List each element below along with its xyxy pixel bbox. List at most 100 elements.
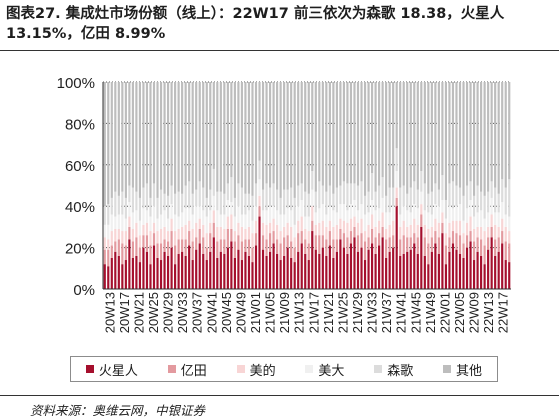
bar-segment — [226, 247, 229, 289]
bar-segment — [145, 222, 149, 236]
bar-segment — [230, 214, 233, 229]
bar-segment — [339, 185, 342, 205]
bar-segment — [163, 210, 166, 227]
bar-segment — [508, 216, 511, 232]
bar-segment — [286, 208, 289, 223]
bar-segment-other — [307, 82, 310, 194]
bar-segment — [138, 247, 142, 263]
bar-segment — [103, 237, 106, 250]
bar-segment — [286, 247, 289, 289]
bar-segment — [370, 228, 374, 244]
bar-segment — [135, 191, 138, 211]
bar-segment — [321, 247, 324, 289]
bar-segment — [360, 204, 363, 219]
bar-segment — [272, 218, 275, 232]
bar-segment — [149, 216, 152, 232]
bar-segment — [258, 160, 261, 180]
bar-segment — [353, 237, 356, 289]
legend-label: 亿田 — [180, 363, 207, 379]
bar-segment — [504, 187, 507, 215]
bar-segment — [314, 235, 317, 250]
bar-segment — [219, 214, 222, 227]
x-tick-label: 21W37 — [379, 292, 394, 333]
bar-segment — [240, 214, 244, 227]
x-tick-label: 22W01 — [437, 292, 452, 333]
bar-segment — [311, 189, 314, 207]
bar-segment — [367, 191, 370, 213]
bar-segment — [469, 199, 472, 217]
bar-segment — [469, 181, 472, 200]
bar-segment — [205, 247, 208, 261]
bar-segment-other — [114, 82, 117, 192]
x-tick-label: 21W13 — [292, 292, 307, 333]
bar-segment — [318, 235, 321, 254]
x-tick-label: 22W17 — [496, 292, 511, 333]
bar-segment — [198, 206, 201, 219]
bar-segment — [156, 243, 159, 258]
bar-segment — [244, 228, 247, 240]
bar-segment — [124, 260, 127, 289]
bar-segment — [448, 183, 451, 207]
bar-segment — [318, 208, 321, 223]
bar-segment — [254, 206, 258, 221]
bar-segment — [472, 195, 476, 217]
bar-segment — [462, 257, 465, 289]
bar-segment — [216, 226, 219, 242]
bar-segment — [226, 228, 229, 248]
bar-segment — [423, 183, 426, 211]
bar-segment — [339, 239, 342, 289]
bar-segment — [138, 220, 142, 236]
bar-segment — [469, 216, 472, 232]
x-tick-label: 22W13 — [481, 292, 496, 333]
bar-segment — [110, 257, 113, 289]
bar-segment — [237, 235, 240, 250]
bar-segment — [293, 247, 296, 263]
bar-segment — [265, 255, 268, 289]
bar-segment-other — [279, 82, 282, 198]
bar-segment — [321, 235, 324, 248]
bar-segment — [258, 206, 261, 217]
bar-segment — [370, 173, 374, 200]
bar-segment — [318, 253, 321, 289]
bar-segment — [247, 193, 251, 211]
bar-segment — [131, 228, 134, 242]
bar-segment-other — [128, 82, 131, 186]
bar-segment — [268, 187, 272, 207]
bar-segment — [184, 185, 187, 209]
bar-segment-other — [152, 82, 156, 184]
legend-swatch — [85, 365, 94, 373]
bar-segment — [290, 241, 293, 258]
bar-segment — [325, 255, 328, 289]
bar-segment — [195, 249, 198, 289]
bar-segment-other — [258, 82, 261, 161]
bar-segment — [184, 224, 187, 240]
bar-segment — [268, 222, 272, 234]
bar-segment — [480, 226, 483, 240]
bar-segment — [230, 241, 233, 289]
bar-segment — [483, 195, 486, 219]
bar-segment-other — [121, 82, 124, 192]
bar-segment — [444, 245, 448, 265]
bar-segment — [107, 239, 110, 250]
bar-segment — [307, 260, 310, 289]
bar-segment — [462, 233, 465, 244]
bar-segment-other — [198, 82, 201, 182]
bar-segment — [205, 197, 208, 217]
bar-segment — [416, 237, 419, 254]
bar-segment-other — [508, 82, 511, 180]
bar-segment — [117, 228, 120, 240]
bar-segment — [441, 175, 444, 200]
bar-segment-other — [159, 82, 163, 190]
bar-segment — [469, 241, 472, 289]
bar-segment — [455, 206, 458, 221]
bar-segment — [402, 206, 405, 221]
bar-segment — [124, 197, 127, 219]
bar-segment-other — [395, 82, 398, 149]
bar-segment — [314, 212, 317, 225]
bar-segment — [458, 204, 462, 221]
bar-segment — [427, 264, 430, 289]
bar-segment — [423, 210, 426, 225]
bar-segment — [451, 243, 455, 289]
bar-segment — [212, 237, 215, 289]
bar-segment — [114, 251, 117, 289]
